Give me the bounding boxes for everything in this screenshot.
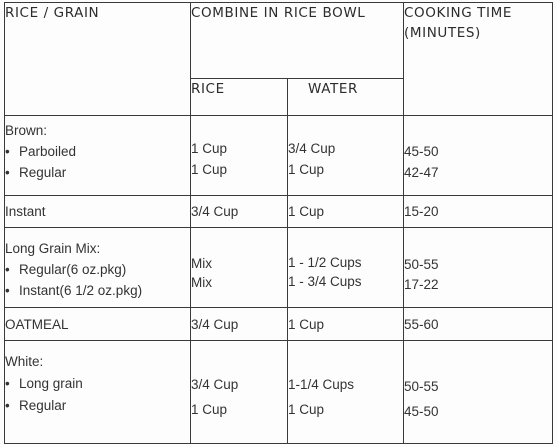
- rice-amount: 1 Cup: [191, 162, 228, 177]
- table-row: OATMEAL 3/4 Cup 1 Cup 55-60: [4, 307, 554, 341]
- bullet: •: [5, 262, 10, 277]
- cooking-time: 42-47: [404, 165, 439, 180]
- header-combine-line1: COMBINE IN RICE: [191, 5, 318, 21]
- cooking-time: 50-55: [404, 257, 439, 272]
- header-rice-grain: RICE / GRAIN: [4, 2, 191, 116]
- rice-cell: 1 Cup 1 Cup: [190, 115, 288, 196]
- cooking-time: 17-22: [404, 277, 439, 292]
- time-cell: 55-60: [403, 307, 554, 341]
- category-cell: White: • Long grain • Regular: [4, 340, 191, 444]
- time-cell: 45-50 42-47: [403, 115, 554, 196]
- rice-amount: 1 Cup: [191, 141, 228, 156]
- water-amount: 1 Cup: [288, 316, 325, 332]
- time-cell: 50-55 45-50: [403, 340, 554, 444]
- cooking-time: 55-60: [404, 316, 439, 332]
- cooking-time: 45-50: [404, 404, 439, 419]
- item-name: Instant(6 1/2 oz.pkg): [19, 283, 143, 298]
- water-amount: 3/4 Cup: [288, 141, 336, 156]
- rice-amount: 3/4 Cup: [191, 204, 239, 219]
- time-cell: 15-20: [403, 195, 554, 228]
- water-cell: 3/4 Cup 1 Cup: [286, 115, 405, 196]
- cooking-time: 15-20: [404, 204, 439, 219]
- rice-cell: Mix Mix: [190, 227, 288, 308]
- header-cooking-time: COOKING TIME (MINUTES): [403, 2, 554, 116]
- bullet: •: [5, 283, 10, 298]
- rice-cell: 3/4 Cup 1 Cup: [190, 340, 288, 444]
- table-row: White: • Long grain • Regular 3/4 Cup 1 Cu…: [4, 340, 554, 444]
- subheader-row: RICE WATER: [5, 78, 553, 116]
- category-label: OATMEAL: [5, 316, 69, 332]
- water-cell: 1-1/4 Cups 1 Cup: [286, 340, 405, 444]
- table-row: Long Grain Mix: • Regular(6 oz.pkg) • Inst…: [4, 227, 554, 308]
- rice-amount: Mix: [191, 256, 212, 271]
- water-amount: 1 - 1/2 Cups: [288, 255, 362, 270]
- water-amount: 1 Cup: [288, 162, 325, 177]
- rice-amount: 1 Cup: [191, 402, 228, 417]
- category-cell: Brown: • Parboiled • Regular: [4, 115, 191, 196]
- water-amount: 1 - 3/4 Cups: [288, 274, 362, 289]
- water-amount: 1 Cup: [288, 204, 325, 219]
- rice-amount: 3/4 Cup: [191, 316, 239, 332]
- item-name: Long grain: [19, 376, 83, 391]
- bullet: •: [5, 398, 10, 413]
- category-label: Brown:: [5, 123, 48, 138]
- header-combine: COMBINE IN RICE BOWL: [189, 2, 405, 79]
- cooking-time: 50-55: [404, 379, 439, 394]
- item-name: Regular(6 oz.pkg): [19, 262, 127, 277]
- category-cell: Long Grain Mix: • Regular(6 oz.pkg) • Inst…: [4, 227, 191, 308]
- header-rice-grain-label: RICE / GRAIN: [5, 5, 100, 21]
- header-combine-line2: BOWL: [322, 5, 366, 21]
- water-cell: 1 Cup: [286, 307, 405, 341]
- table-row: Brown: • Parboiled • Regular 1 Cup 1 Cup 3…: [4, 115, 554, 196]
- rice-cell: 3/4 Cup: [190, 307, 288, 341]
- bullet: •: [5, 165, 10, 180]
- header-water-label: WATER: [308, 81, 358, 97]
- water-cell: 1 - 1/2 Cups 1 - 3/4 Cups: [286, 227, 405, 308]
- header-water: WATER: [286, 78, 405, 116]
- time-cell: 50-55 17-22: [403, 227, 554, 308]
- category-cell: OATMEAL: [4, 307, 191, 341]
- item-name: Regular: [19, 165, 67, 180]
- rice-cooking-table: RICE / GRAIN COMBINE IN RICE BOWL COOKIN…: [4, 2, 554, 444]
- header-cooking-line1: COOKING TIME: [404, 5, 512, 21]
- water-cell: 1 Cup: [286, 195, 405, 228]
- item-name: Regular: [19, 398, 67, 413]
- cooking-time: 45-50: [404, 144, 439, 159]
- category-cell: Instant: [4, 195, 191, 228]
- header-cooking-line2: (MINUTES): [404, 25, 481, 41]
- water-amount: 1-1/4 Cups: [288, 377, 355, 392]
- bullet: •: [5, 144, 10, 159]
- header-row: RICE / GRAIN COMBINE IN RICE BOWL COOKIN…: [4, 2, 554, 116]
- header-rice: RICE: [190, 78, 288, 116]
- header-rice-label: RICE: [191, 81, 225, 97]
- rice-cell: 3/4 Cup: [190, 195, 288, 228]
- category-label: Long Grain Mix:: [5, 241, 101, 256]
- item-name: Parboiled: [19, 144, 77, 159]
- rice-amount: Mix: [191, 275, 212, 290]
- category-label: Instant: [5, 204, 46, 219]
- table-row: Instant 3/4 Cup 1 Cup 15-20: [4, 195, 554, 228]
- water-amount: 1 Cup: [288, 402, 325, 417]
- category-label: White:: [5, 354, 44, 369]
- rice-amount: 3/4 Cup: [191, 377, 239, 392]
- bullet: •: [5, 376, 10, 391]
